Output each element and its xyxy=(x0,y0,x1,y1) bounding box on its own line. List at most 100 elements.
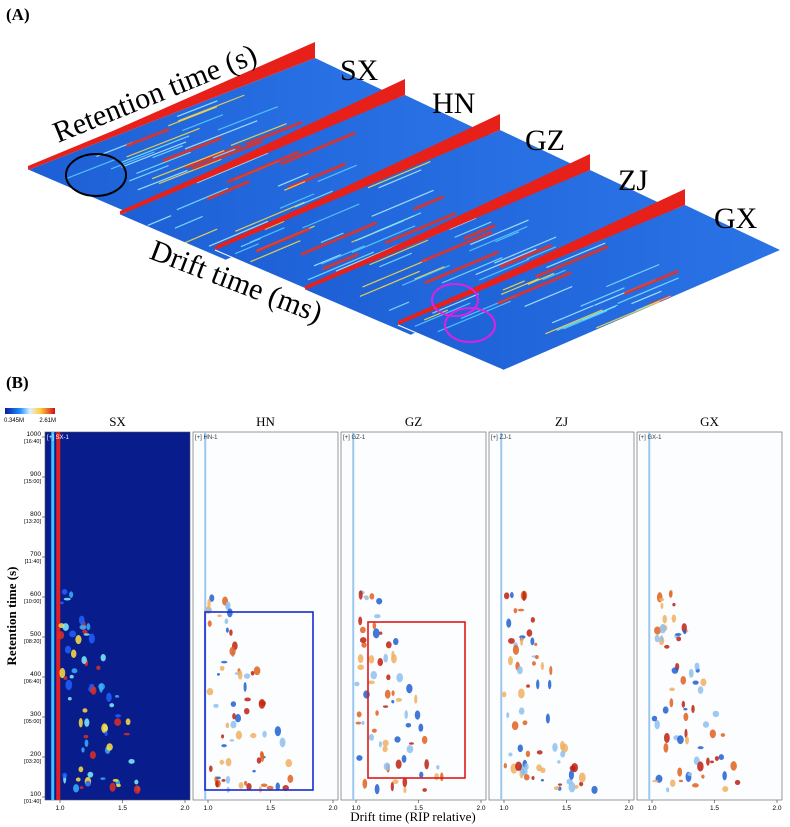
signal-streak xyxy=(371,189,434,217)
peak xyxy=(372,628,380,639)
peak xyxy=(669,687,675,692)
peak xyxy=(260,783,268,787)
peak xyxy=(359,637,367,644)
peak xyxy=(422,788,427,792)
peak xyxy=(60,601,64,605)
y-tick-time: [13:20] xyxy=(24,519,41,525)
signal-streak xyxy=(475,248,537,276)
signal-streak xyxy=(499,243,553,269)
peak xyxy=(392,779,399,785)
peak xyxy=(114,718,122,726)
signal-streak xyxy=(317,164,357,183)
peak xyxy=(722,785,729,792)
peak xyxy=(508,752,513,757)
rip-ridge xyxy=(398,189,685,325)
peak xyxy=(84,739,89,747)
peak xyxy=(684,728,688,739)
peak xyxy=(368,734,375,741)
peak xyxy=(229,646,236,656)
peak xyxy=(71,668,78,674)
signal-streak xyxy=(374,212,422,233)
peak xyxy=(227,608,233,618)
peak xyxy=(384,689,391,699)
y-tick-time: [11:40] xyxy=(25,559,42,565)
signal-streak xyxy=(413,195,445,211)
peak xyxy=(237,670,243,680)
signal-streak xyxy=(264,220,285,230)
peak xyxy=(517,744,523,753)
signal-streak xyxy=(126,127,170,148)
peak xyxy=(700,678,707,687)
peak xyxy=(219,759,225,765)
peak xyxy=(579,781,584,787)
peak xyxy=(377,658,384,667)
signal-streak xyxy=(631,290,662,305)
peak xyxy=(691,704,695,714)
signal-streak xyxy=(379,252,412,268)
peak xyxy=(101,723,108,734)
signal-streak xyxy=(402,264,450,286)
signal-streak xyxy=(369,239,429,266)
peak xyxy=(86,623,91,631)
signal-streak xyxy=(302,203,360,229)
peak xyxy=(114,695,120,698)
signal-streak xyxy=(526,246,557,260)
peak xyxy=(507,656,513,666)
peak xyxy=(378,741,382,748)
peak xyxy=(109,782,116,792)
peak xyxy=(230,720,237,729)
y-tick-time: [06:40] xyxy=(24,679,41,685)
peak xyxy=(519,635,526,639)
peak xyxy=(674,633,682,636)
peak xyxy=(697,686,704,694)
plot-tag: [+] SX-1 xyxy=(47,435,70,441)
peak xyxy=(382,705,389,708)
peak xyxy=(357,664,364,671)
peak xyxy=(654,634,660,643)
peak xyxy=(225,757,232,767)
peak xyxy=(78,615,85,625)
peak xyxy=(680,676,687,685)
peak xyxy=(549,665,553,676)
rip-ridge xyxy=(215,114,500,250)
peak xyxy=(256,757,262,764)
peak xyxy=(720,733,726,737)
peak xyxy=(82,708,88,713)
peak xyxy=(660,635,664,643)
panel-b: SX [+] SX-1 1.0 1.5 2.0 HN [+] HN-1 1.0 1.5 2.0 GZ… xyxy=(4,408,783,824)
peak xyxy=(531,775,535,781)
peak xyxy=(220,660,228,664)
peak xyxy=(216,776,221,780)
peak xyxy=(568,782,576,793)
peak xyxy=(669,779,676,787)
peak xyxy=(534,642,538,647)
peak xyxy=(518,707,525,715)
peak xyxy=(536,750,543,755)
peak xyxy=(557,760,561,764)
peak xyxy=(668,590,673,598)
highlight-circle xyxy=(431,283,479,317)
peak xyxy=(104,731,108,737)
peak xyxy=(663,732,670,744)
peak xyxy=(82,629,88,634)
peak xyxy=(274,726,282,737)
peak xyxy=(356,755,363,761)
peak xyxy=(89,751,96,759)
signal-streak xyxy=(517,271,572,297)
peak xyxy=(78,717,83,728)
peak xyxy=(561,743,569,753)
signal-streak xyxy=(158,158,222,185)
signal-streak xyxy=(635,295,671,312)
peak xyxy=(225,601,231,609)
peak xyxy=(386,674,391,681)
peak xyxy=(69,591,74,598)
peak xyxy=(530,637,535,646)
peak xyxy=(362,778,368,789)
peak xyxy=(515,761,522,772)
peak xyxy=(503,762,507,769)
peak xyxy=(134,779,139,785)
peak xyxy=(506,712,510,719)
peak xyxy=(718,754,724,761)
x-tick-label: 1.5 xyxy=(266,805,275,812)
